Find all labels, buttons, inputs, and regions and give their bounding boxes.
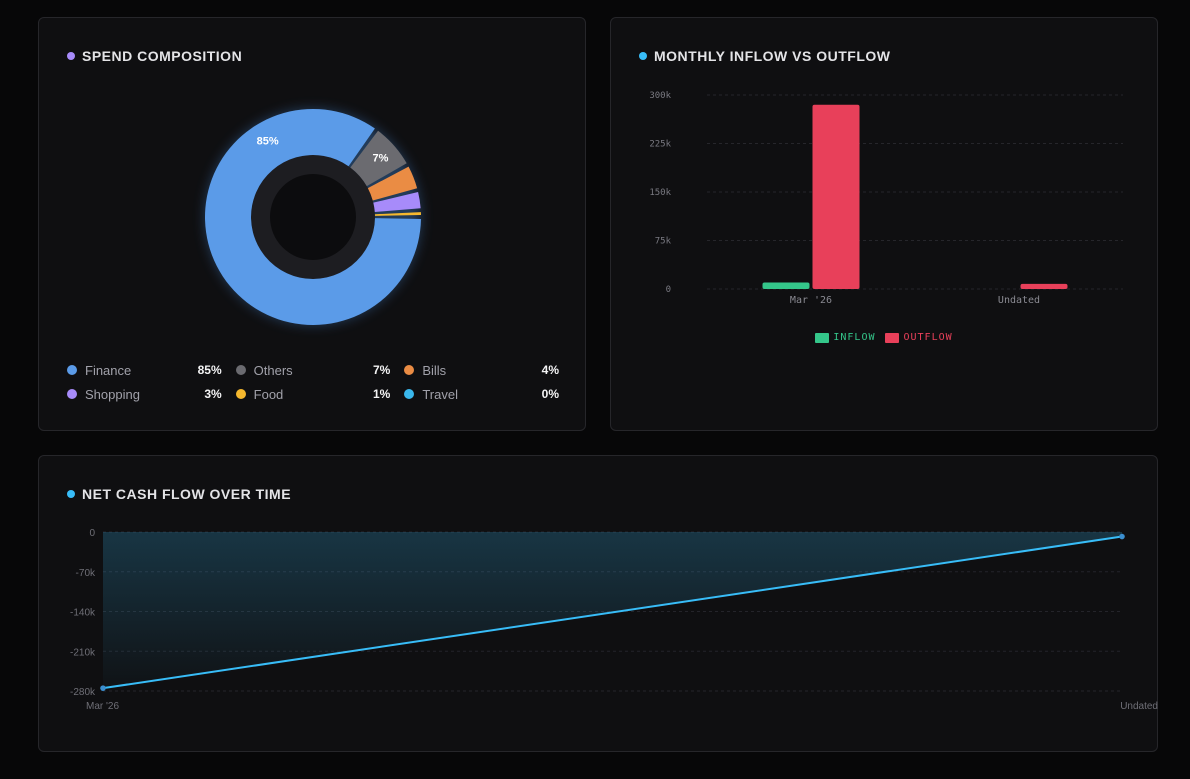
- legend-pct: 4%: [541, 363, 559, 377]
- donut-slice-food: [374, 212, 421, 216]
- donut-label-finance: 85%: [257, 135, 279, 147]
- net-area-fill: [103, 532, 1122, 689]
- legend-swatch: [235, 389, 246, 399]
- legend-item-others[interactable]: Others 7%: [235, 362, 391, 378]
- bar-inflow-mar-26: [762, 282, 810, 289]
- donut-slice-bills: [367, 166, 418, 201]
- bar-y-tick-label: 75k: [655, 237, 672, 247]
- net-y-tick-label: 0: [89, 528, 95, 539]
- donut-slice-finance: [205, 109, 421, 326]
- net-y-tick-label: -280k: [70, 687, 96, 698]
- bar-x-tick-label: Mar '26: [790, 295, 832, 306]
- legend-pct: 0%: [541, 387, 559, 401]
- legend-name: Others: [253, 362, 293, 378]
- legend-item-travel[interactable]: Travel 0%: [404, 386, 559, 402]
- flow-title-text: MONTHLY INFLOW VS OUTFLOW: [654, 48, 891, 64]
- donut-slice-shopping: [373, 192, 421, 212]
- net-title-dot: [67, 490, 75, 498]
- net-y-tick-label: -70k: [76, 568, 96, 579]
- donut-hole: [270, 174, 356, 260]
- bar-legend-swatch: [815, 332, 830, 343]
- net-line: [102, 535, 1123, 690]
- spend-title-dot: [67, 52, 75, 60]
- legend-pct: 85%: [197, 363, 222, 377]
- legend-name: Finance: [85, 362, 132, 378]
- bar-outflow-mar-26: [812, 104, 860, 289]
- bar-y-tick-label: 300k: [649, 91, 671, 101]
- monthly-flow-card: MONTHLY INFLOW VS OUTFLOW 0 75k 150k 225k 30…: [610, 17, 1158, 431]
- spend-legend: Finance 85% Others 7% Bills 4% Shopping 3% Food 1…: [67, 362, 559, 402]
- bar-legend-label: INFLOW: [833, 332, 876, 343]
- legend-item-shopping[interactable]: Shopping 3%: [67, 386, 222, 402]
- legend-name: Food: [253, 386, 284, 402]
- donut-label-others: 7%: [373, 152, 389, 164]
- net-y-tick-label: -140k: [70, 608, 96, 619]
- legend-swatch: [235, 365, 246, 375]
- legend-swatch: [67, 389, 77, 399]
- legend-pct: 7%: [372, 363, 391, 377]
- bar-y-tick-label: 150k: [649, 188, 671, 198]
- net-point-mar-26: [100, 685, 106, 691]
- net-cash-flow-area-chart: 0 -70k -140k -210k -280k Mar '26 Undated: [70, 528, 1158, 712]
- bar-outflow-undated: [1020, 283, 1068, 289]
- bar-legend-swatch: [885, 332, 900, 343]
- legend-swatch: [67, 365, 77, 375]
- net-cash-flow-card: NET CASH FLOW OVER TIME 0 -70k -140k -210k -…: [38, 455, 1158, 752]
- legend-name: Shopping: [85, 386, 140, 402]
- spend-title-text: SPEND COMPOSITION: [82, 48, 243, 64]
- legend-item-bills[interactable]: Bills 4%: [404, 362, 559, 378]
- spend-composition-card: SPEND COMPOSITION 85% 7% Finance 85% Others…: [38, 17, 586, 431]
- bar-legend-item-inflow[interactable]: INFLOW: [815, 332, 875, 343]
- legend-item-finance[interactable]: Finance 85%: [67, 362, 222, 378]
- bar-y-tick-label: 0: [666, 285, 671, 295]
- bar-legend-item-outflow[interactable]: OUTFLOW: [885, 332, 952, 343]
- legend-pct: 3%: [204, 387, 222, 401]
- flow-title-dot: [639, 52, 647, 60]
- net-x-tick-label: Mar '26: [86, 701, 119, 712]
- bar-y-tick-label: 225k: [649, 140, 671, 150]
- bar-legend-label: OUTFLOW: [903, 332, 953, 343]
- legend-item-food[interactable]: Food 1%: [235, 386, 391, 402]
- monthly-flow-title: MONTHLY INFLOW VS OUTFLOW: [639, 48, 891, 64]
- spend-donut-chart: 85% 7%: [205, 109, 421, 326]
- monthly-flow-bar-chart: 0 75k 150k 225k 300k Mar '26 Undated: [649, 91, 1123, 306]
- legend-pct: 1%: [372, 387, 391, 401]
- net-x-tick-label: Undated: [1120, 701, 1158, 712]
- net-title-text: NET CASH FLOW OVER TIME: [82, 486, 292, 502]
- legend-name: Bills: [422, 362, 447, 378]
- net-point-undated: [1119, 533, 1125, 540]
- spend-composition-title: SPEND COMPOSITION: [67, 48, 242, 64]
- legend-swatch: [404, 365, 415, 375]
- net-y-tick-label: -210k: [70, 647, 96, 658]
- bar-x-tick-label: Undated: [998, 295, 1040, 306]
- net-cash-flow-title: NET CASH FLOW OVER TIME: [67, 486, 291, 502]
- flow-legend: INFLOW OUTFLOW: [611, 332, 1157, 343]
- legend-name: Travel: [422, 386, 458, 402]
- legend-swatch: [404, 389, 415, 399]
- donut-slice-others: [350, 130, 407, 187]
